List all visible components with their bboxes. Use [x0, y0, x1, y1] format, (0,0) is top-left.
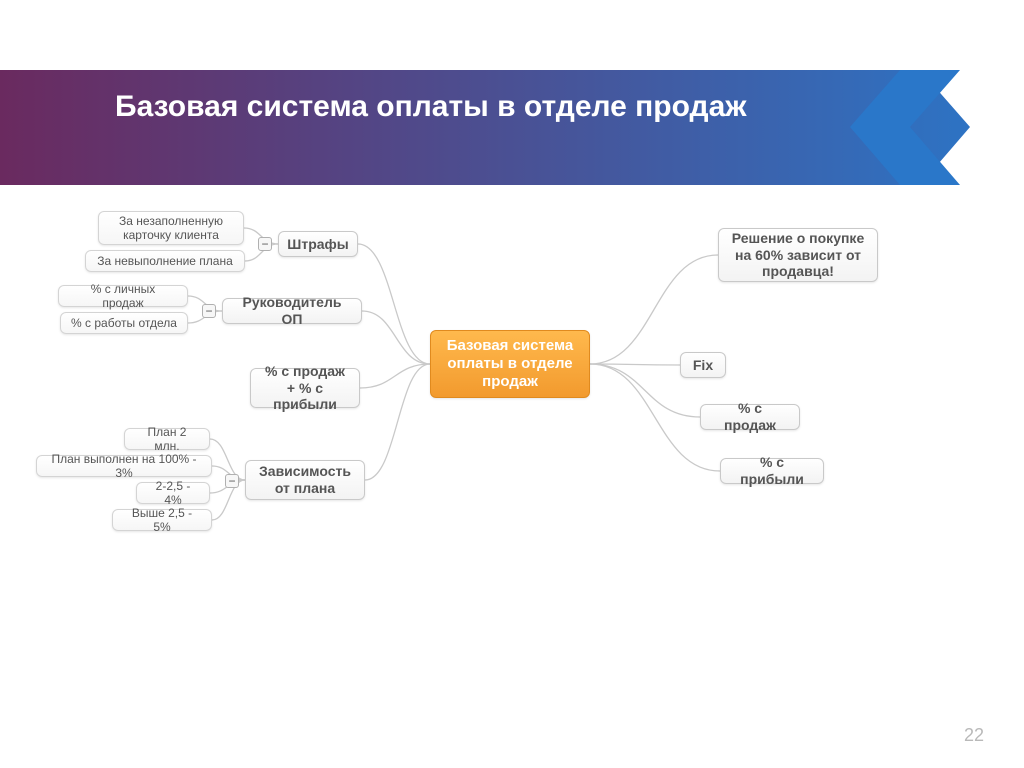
- mindmap-leaf-plan_dep-0: План 2 млн.: [124, 428, 210, 450]
- mindmap-leaf-head-1: % с работы отдела: [60, 312, 188, 334]
- mindmap-leaf-plan_dep-2: 2-2,5 - 4%: [136, 482, 210, 504]
- mindmap-branch-head: Руководитель ОП: [222, 298, 362, 324]
- mindmap-branch-insight: Решение о покупке на 60% зависит от прод…: [718, 228, 878, 282]
- mindmap-leaf-plan_dep-1: План выполнен на 100% - 3%: [36, 455, 212, 477]
- mindmap-branch-percent_combo: % с продаж + % с прибыли: [250, 368, 360, 408]
- mindmap-leaf-penalties-1: За невыполнение плана: [85, 250, 245, 272]
- mindmap-branch-plan_dep: Зависимость от плана: [245, 460, 365, 500]
- mindmap-leaf-penalties-0: За незаполненную карточку клиента: [98, 211, 244, 245]
- mindmap-branch-penalties: Штрафы: [278, 231, 358, 257]
- mindmap-branch-fix: Fix: [680, 352, 726, 378]
- mindmap-branch-pct_sales: % с продаж: [700, 404, 800, 430]
- page-title: Базовая система оплаты в отделе продаж: [115, 88, 747, 126]
- mindmap-branch-pct_profit: % с прибыли: [720, 458, 824, 484]
- page-number: 22: [964, 725, 984, 746]
- mindmap-leaf-head-0: % с личных продаж: [58, 285, 188, 307]
- mindmap-leaf-plan_dep-3: Выше 2,5 - 5%: [112, 509, 212, 531]
- mindmap-central: Базовая система оплаты в отделе продаж: [430, 330, 590, 398]
- collapse-icon[interactable]: −: [202, 304, 216, 318]
- collapse-icon[interactable]: −: [225, 474, 239, 488]
- mindmap-diagram: Базовая система оплаты в отделе продаж Шт…: [40, 200, 984, 620]
- collapse-icon[interactable]: −: [258, 237, 272, 251]
